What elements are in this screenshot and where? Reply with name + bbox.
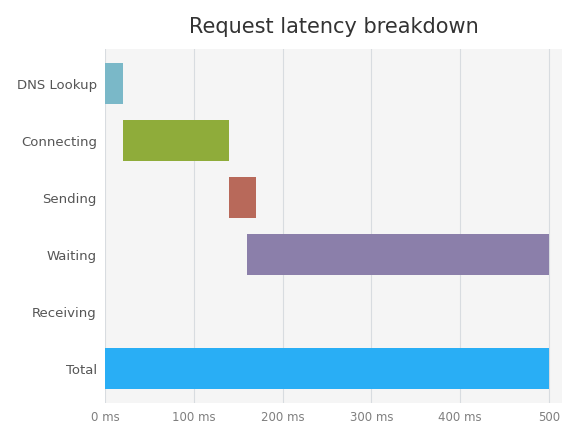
- Bar: [123, 120, 229, 161]
- Bar: [229, 177, 256, 218]
- Bar: [247, 234, 549, 275]
- Bar: [105, 63, 123, 104]
- Title: Request latency breakdown: Request latency breakdown: [189, 17, 479, 37]
- Bar: [105, 348, 549, 389]
